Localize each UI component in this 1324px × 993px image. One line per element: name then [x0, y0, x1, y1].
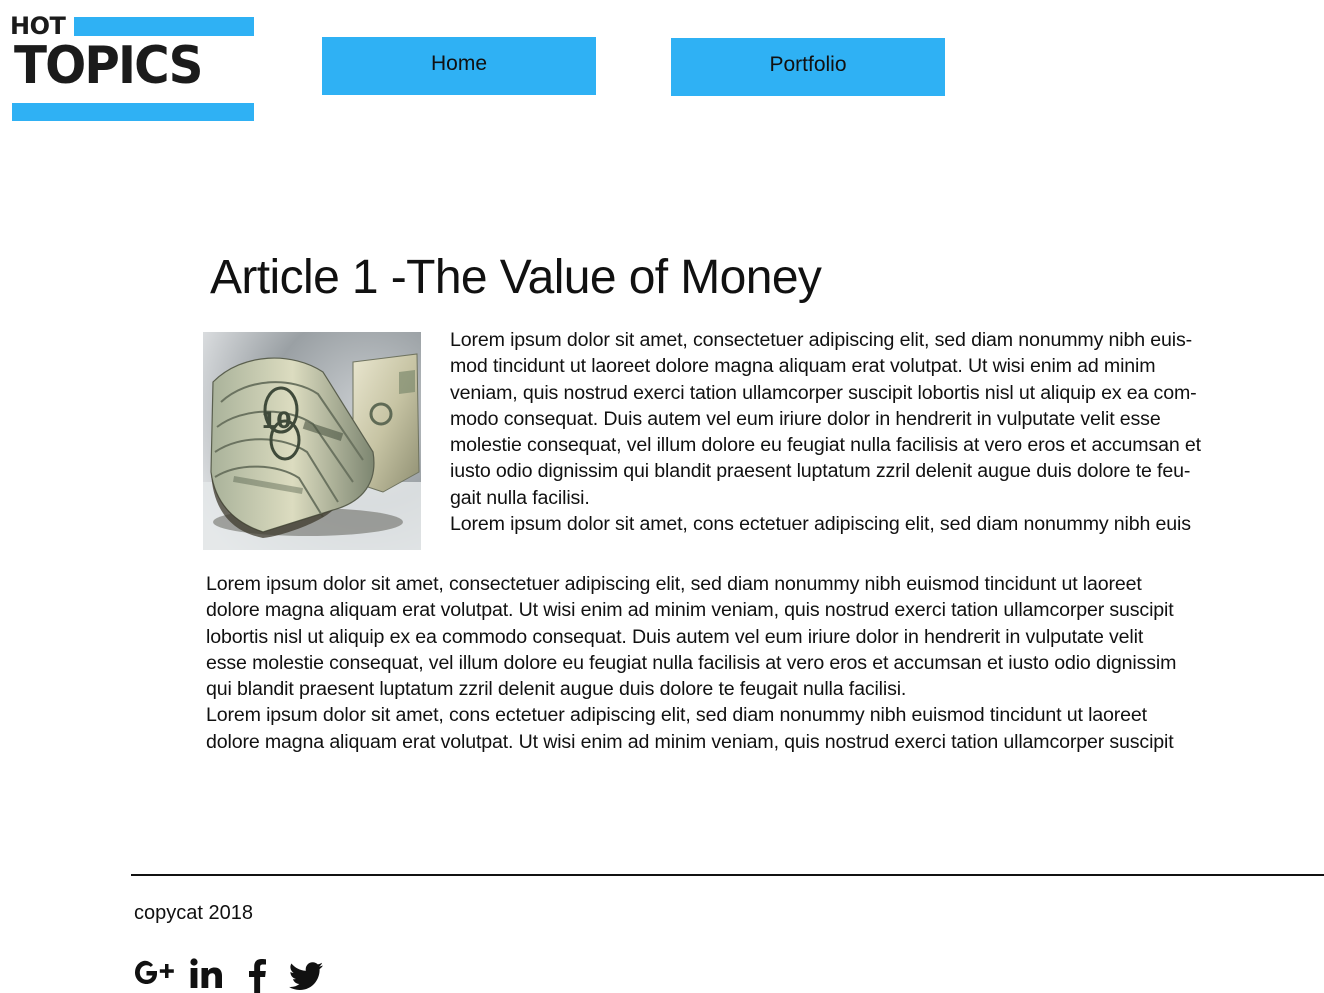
- google-plus-icon[interactable]: [133, 955, 177, 993]
- article-body-paragraph: Lorem ipsum dolor sit amet, consectetuer…: [206, 571, 1264, 755]
- linkedin-icon[interactable]: [189, 955, 225, 993]
- copyright-text: copycat 2018: [134, 902, 253, 924]
- article-title: Article 1 -The Value of Money: [210, 251, 822, 304]
- facebook-icon[interactable]: [246, 955, 270, 993]
- logo-accent-bar-bottom: [12, 103, 254, 121]
- logo-small-text: HOT: [10, 12, 66, 40]
- svg-text:10: 10: [261, 409, 292, 434]
- text-line: mod tincidunt ut laoreet dolore magna al…: [450, 355, 1156, 378]
- text-line: Lorem ipsum dolor sit amet, consectetuer…: [450, 329, 1192, 351]
- site-logo[interactable]: HOT TOPICS: [10, 12, 256, 124]
- logo-big-text: TOPICS: [14, 36, 203, 96]
- article-image: 10: [203, 332, 421, 550]
- text-line: molestie consequat, vel illum dolore eu …: [450, 434, 1201, 457]
- money-photo-icon: 10: [203, 332, 421, 550]
- text-line: iusto odio dignissim qui blandit praesen…: [450, 460, 1191, 483]
- footer-divider: [131, 874, 1324, 876]
- text-line: esse molestie consequat, vel illum dolor…: [206, 651, 1177, 674]
- twitter-icon[interactable]: [287, 955, 325, 993]
- text-line: modo consequat. Duis autem vel eum iriur…: [450, 407, 1161, 430]
- logo-accent-bar-top: [74, 17, 254, 36]
- text-line: dolore magna aliquam erat volutpat. Ut w…: [206, 730, 1174, 753]
- text-line: gait nulla facilisi.: [450, 486, 590, 509]
- text-line: lobortis nisl ut aliquip ex ea commodo c…: [206, 625, 1144, 648]
- nav-home-button[interactable]: Home: [322, 37, 596, 95]
- nav-portfolio-button[interactable]: Portfolio: [671, 38, 945, 96]
- text-line: dolore magna aliquam erat volutpat. Ut w…: [206, 599, 1174, 622]
- text-line: Lorem ipsum dolor sit amet, cons ectetue…: [206, 704, 1147, 727]
- text-line: Lorem ipsum dolor sit amet, cons ectetue…: [450, 513, 1191, 536]
- text-line: Lorem ipsum dolor sit amet, consectetuer…: [206, 573, 1142, 595]
- text-line: veniam, quis nostrud exerci tation ullam…: [450, 381, 1197, 404]
- article-intro-paragraph: Lorem ipsum dolor sit amet, consectetuer…: [450, 327, 1262, 537]
- text-line: qui blandit praesent luptatum zzril dele…: [206, 678, 907, 701]
